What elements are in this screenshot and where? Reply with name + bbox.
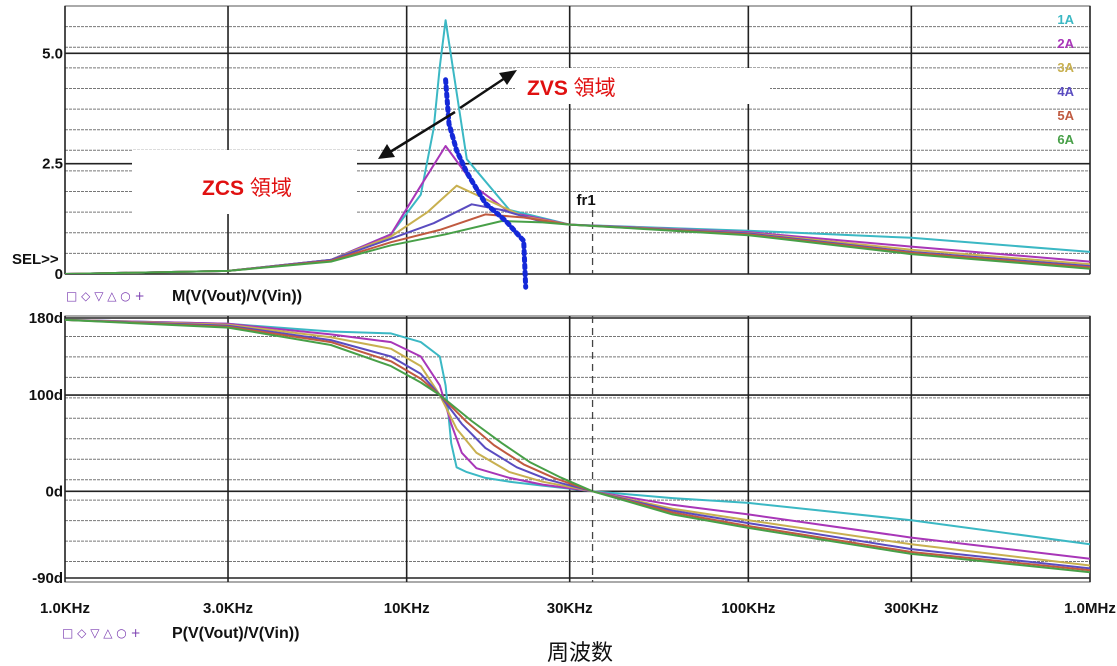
y-tick-label: 2.5 [42,156,63,173]
magnitude-plot-frame [64,5,1091,275]
zcs-region-label: ZCS 領域 [202,177,292,200]
phase-marker-symbols: □ ◇ ▽ △ ○ + [62,626,141,640]
magnitude-legend: 1A 2A 3A 4A 5A 6A [1057,12,1074,147]
legend-entry-6A: 6A [1057,132,1074,147]
zvs-text: 領域 [568,77,616,100]
y-tick-label: 0d [45,483,63,500]
series-line-2A [65,318,1090,560]
peak-locus-dotted-line [443,77,529,290]
series-line-3A [65,318,1090,567]
phase-trace-label: P(V(Vout)/V(Vin)) [172,625,299,642]
phase-panel: -90d 0d 100d 180d 1.0KHz 3.0KHz 10KHz 30KHz 100… [29,310,1116,617]
zvs-label-mask [515,68,770,104]
y-tick-label: 5.0 [42,45,63,62]
legend-entry-5A: 5A [1057,108,1074,123]
zcs-label-mask [132,150,357,214]
phase-y-tick-labels: -90d 0d 100d 180d [29,310,63,587]
x-tick-label: 100KHz [721,600,775,617]
x-tick-label: 3.0KHz [203,600,253,617]
magnitude-marker-symbols: □ ◇ ▽ △ ○ + [66,289,145,303]
zcs-arrow-line [389,110,456,154]
phase-plot-frame [64,315,1091,583]
series-line-5A [65,318,1090,572]
legend-entry-3A: 3A [1057,60,1074,75]
y-tick-label: 100d [29,387,63,404]
x-tick-label: 300KHz [884,600,938,617]
magnitude-gridlines [64,6,1091,275]
x-axis-title: 周波数 [547,641,613,666]
phase-series-group [65,318,1090,574]
y-tick-label: 180d [29,310,63,327]
legend-entry-4A: 4A [1057,84,1074,99]
x-tick-label: 1.0MHz [1064,600,1116,617]
y-tick-label: -90d [32,570,63,587]
zcs-arrowhead [378,144,395,159]
magnitude-y-tick-labels: 0 2.5 5.0 [42,45,63,283]
zvs-arrowhead [499,70,517,85]
series-line-6A [65,220,1090,274]
zvs-region-label: ZVS 領域 [527,77,616,100]
phase-gridlines [64,316,1091,582]
magnitude-panel: 0 2.5 5.0 1A 2A 3A 4A 5A 6A ZVS 領域 ZCS 領域 fr1 S… [12,5,1091,290]
series-line-4A [65,318,1090,570]
x-tick-label: 30KHz [547,600,593,617]
x-tick-label: 1.0KHz [40,600,90,617]
series-line-6A [65,318,1090,574]
zcs-text: 領域 [244,177,292,200]
magnitude-series-group [65,19,1090,274]
sel-label: SEL>> [12,251,59,268]
zcs-bold: ZCS [202,177,244,200]
magnitude-trace-label-row: □ ◇ ▽ △ ○ + M(V(Vout)/V(Vin)) [66,288,302,305]
zvs-bold: ZVS [527,77,568,100]
fr1-label: fr1 [577,192,596,209]
y-tick-label: 0 [55,266,63,283]
series-line-1A [65,318,1090,546]
magnitude-trace-label: M(V(Vout)/V(Vin)) [172,288,302,305]
zvs-arrow-line [459,76,506,110]
phase-trace-label-row: □ ◇ ▽ △ ○ + P(V(Vout)/V(Vin)) [62,625,299,642]
x-tick-labels: 1.0KHz 3.0KHz 10KHz 30KHz 100KHz 300KHz 1.0MHz [40,600,1116,617]
x-tick-label: 10KHz [384,600,430,617]
legend-entry-2A: 2A [1057,36,1074,51]
legend-entry-1A: 1A [1057,12,1074,27]
